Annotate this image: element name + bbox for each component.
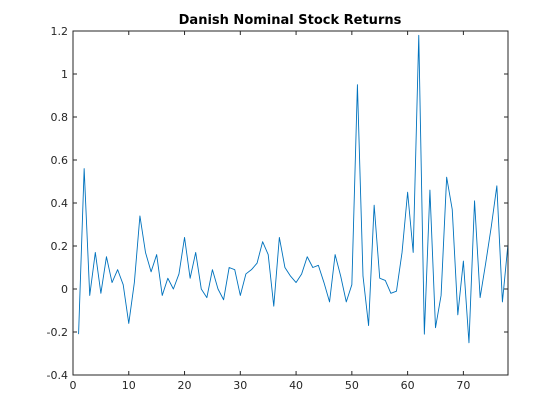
x-tick-label: 20 — [178, 379, 192, 392]
y-tick-label: 0.6 — [51, 154, 69, 167]
chart-title: Danish Nominal Stock Returns — [179, 13, 402, 28]
y-tick-label: 1.2 — [51, 25, 69, 38]
y-tick-label: 1 — [61, 68, 68, 81]
data-series — [78, 34, 509, 344]
y-tick-label: 0 — [61, 283, 68, 296]
axis-ticks: 0 10 20 30 40 50 60 70 -0.4 -0.2 0 0.2 0.4 0.6 0.8 1 1.2 — [47, 25, 508, 392]
x-tick-label: 10 — [122, 379, 136, 392]
x-tick-label: 50 — [345, 379, 359, 392]
axes-box — [72, 30, 509, 376]
x-tick-label: 70 — [456, 379, 470, 392]
y-tick-label: 0.8 — [51, 111, 69, 124]
y-tick-label: 0.2 — [51, 240, 69, 253]
series-line — [78, 34, 509, 344]
plot-area — [73, 31, 508, 375]
x-tick-label: 30 — [233, 379, 247, 392]
y-tick-label: -0.4 — [47, 369, 68, 382]
y-tick-label: -0.2 — [47, 326, 68, 339]
x-tick-label: 60 — [401, 379, 415, 392]
x-tick-label: 0 — [70, 379, 77, 392]
x-tick-label: 40 — [289, 379, 303, 392]
y-tick-label: 0.4 — [51, 197, 69, 210]
